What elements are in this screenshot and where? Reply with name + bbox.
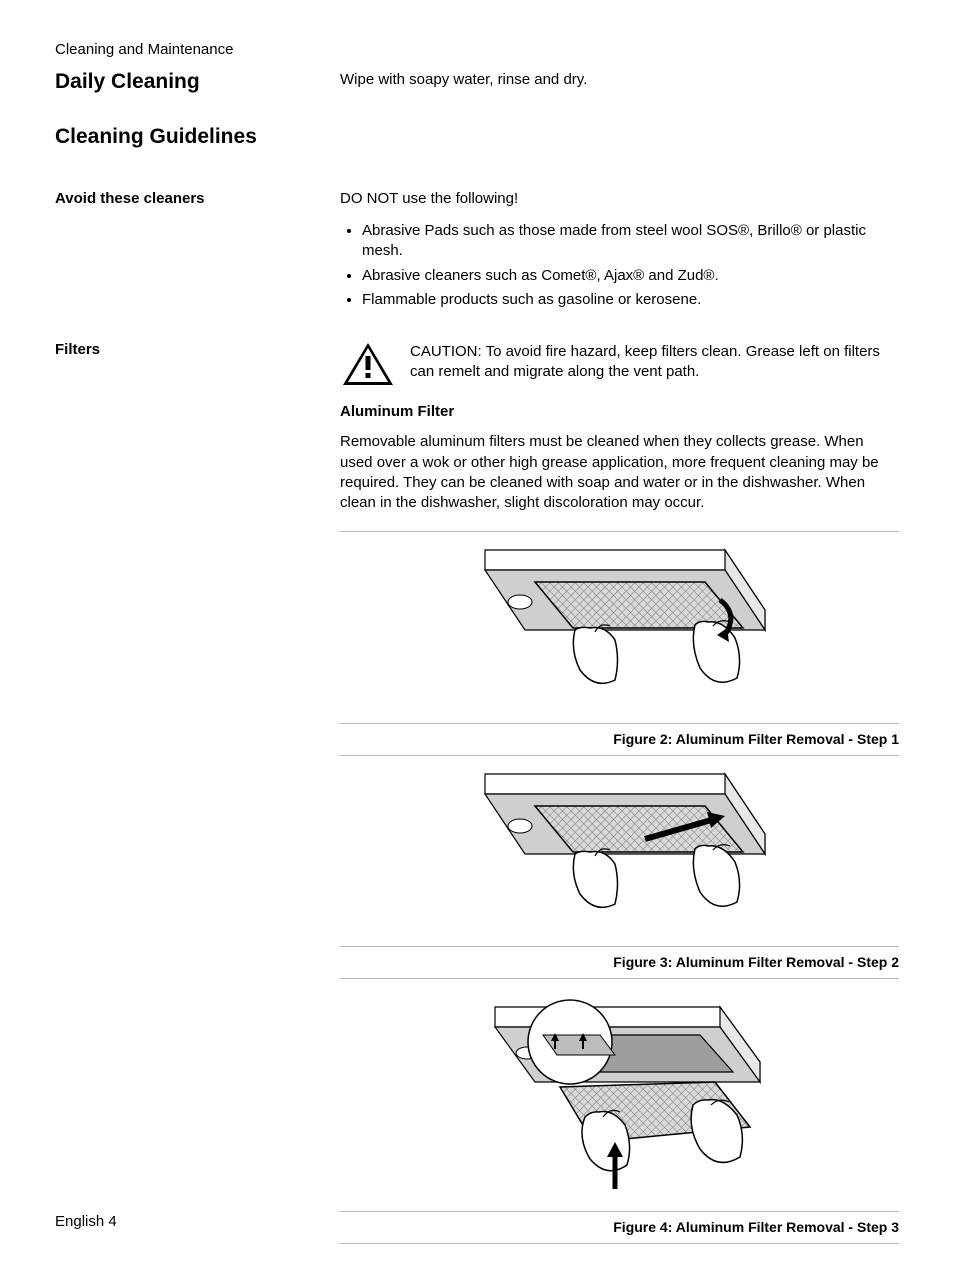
- figure-3-illustration: [465, 764, 775, 932]
- filters-label: Filters: [55, 340, 340, 360]
- figure-3-caption: Figure 3: Aluminum Filter Removal - Step…: [340, 946, 899, 972]
- guidelines-row: Cleaning Guidelines: [55, 123, 899, 151]
- avoid-label: Avoid these cleaners: [55, 189, 340, 209]
- avoid-list: Abrasive Pads such as those made from st…: [340, 221, 899, 310]
- figure-4-caption: Figure 4: Aluminum Filter Removal - Step…: [340, 1211, 899, 1237]
- page-footer: English 4: [55, 1212, 117, 1232]
- caution-block: CAUTION: To avoid fire hazard, keep filt…: [340, 340, 899, 388]
- aluminum-filter-heading: Aluminum Filter: [340, 402, 899, 422]
- daily-cleaning-heading: Daily Cleaning: [55, 68, 340, 96]
- caution-text: CAUTION: To avoid fire hazard, keep filt…: [396, 340, 899, 383]
- avoid-list-item: Flammable products such as gasoline or k…: [362, 290, 899, 310]
- figure-3-block: Figure 3: Aluminum Filter Removal - Step…: [340, 756, 899, 979]
- figure-2-illustration: [465, 540, 775, 708]
- figure-2-block: Figure 2: Aluminum Filter Removal - Step…: [340, 531, 899, 755]
- daily-cleaning-body: Wipe with soapy water, rinse and dry.: [340, 71, 587, 88]
- avoid-list-item: Abrasive cleaners such as Comet®, Ajax® …: [362, 266, 899, 286]
- warning-icon: [340, 340, 396, 388]
- daily-cleaning-row: Daily Cleaning Wipe with soapy water, ri…: [55, 68, 899, 96]
- figure-4-block: Figure 4: Aluminum Filter Removal - Step…: [340, 979, 899, 1244]
- aluminum-filter-description: Removable aluminum filters must be clean…: [340, 432, 899, 513]
- filters-row: Filters CAUTION: To avoid fire hazard, k…: [55, 340, 899, 1244]
- avoid-intro: DO NOT use the following!: [340, 189, 899, 209]
- guidelines-heading: Cleaning Guidelines: [55, 123, 340, 151]
- avoid-row: Avoid these cleaners DO NOT use the foll…: [55, 189, 899, 314]
- figure-2-caption: Figure 2: Aluminum Filter Removal - Step…: [340, 723, 899, 749]
- avoid-list-item: Abrasive Pads such as those made from st…: [362, 221, 899, 262]
- figure-4-illustration: [465, 987, 775, 1197]
- section-header: Cleaning and Maintenance: [55, 40, 899, 60]
